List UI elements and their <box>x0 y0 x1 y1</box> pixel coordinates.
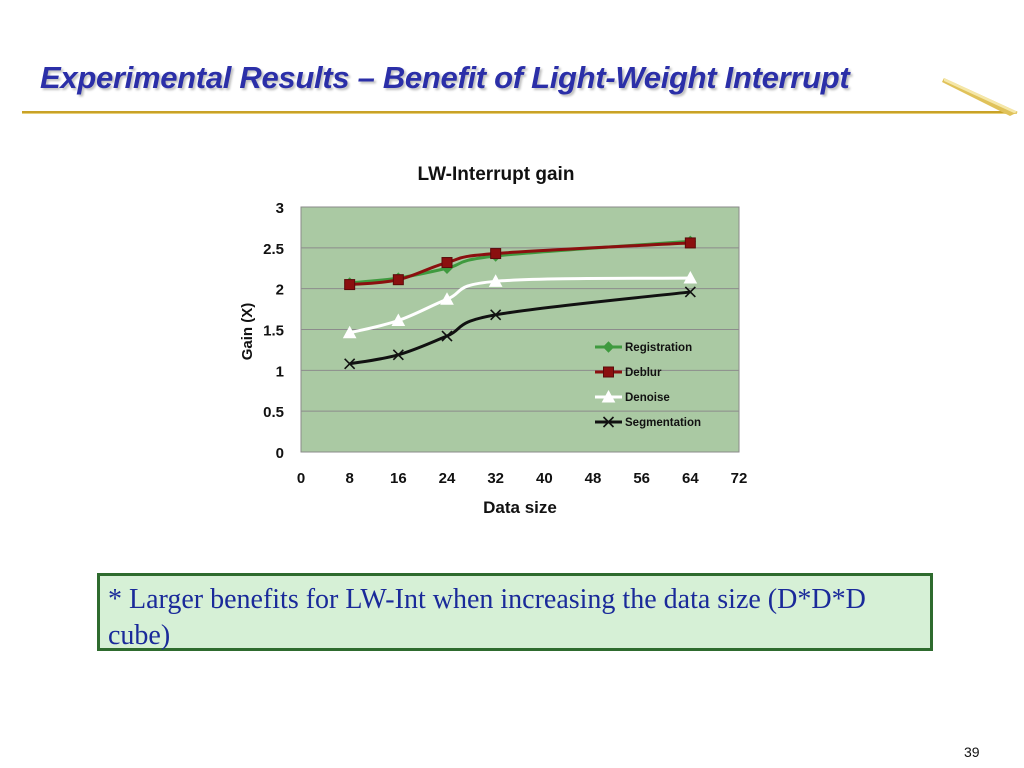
data-point-segmentation <box>441 330 453 342</box>
x-tick-label: 40 <box>536 470 553 487</box>
data-point-denoise <box>683 271 698 284</box>
legend-label-deblur: Deblur <box>625 367 662 379</box>
legend-marker-segmentation <box>602 416 615 428</box>
legend-label-registration: Registration <box>625 342 692 354</box>
page-number: 39 <box>964 744 980 760</box>
y-tick-label: 1 <box>276 363 284 380</box>
corner-arrow-decoration <box>942 78 1018 116</box>
x-tick-label: 48 <box>585 470 602 487</box>
legend-label-denoise: Denoise <box>625 392 670 404</box>
line-chart: 0 0.5 1 1.5 2 2.5 3 0 8 16 24 32 40 48 56 64 72 LW-Interr… <box>239 164 748 517</box>
data-point-segmentation <box>490 309 502 321</box>
data-point-deblur <box>684 237 696 249</box>
data-point-denoise <box>391 313 406 327</box>
data-point-deblur <box>392 274 404 286</box>
legend-marker-deblur <box>603 366 614 378</box>
x-tick-label: 72 <box>731 470 748 487</box>
series-line-deblur <box>349 241 691 287</box>
slide-title: Experimental Results – Benefit of Light-… <box>40 60 850 95</box>
legend-label-segmentation: Segmentation <box>625 417 701 429</box>
legend-marker-denoise <box>601 389 616 403</box>
data-point-denoise <box>342 325 357 339</box>
y-tick-label: 0.5 <box>263 404 284 421</box>
y-tick-label: 0 <box>276 445 284 462</box>
x-axis-label: Data size <box>483 498 557 517</box>
y-tick-label: 3 <box>276 200 284 217</box>
series-line-denoise <box>349 276 691 335</box>
x-tick-label: 56 <box>633 470 650 487</box>
y-tick-label: 2 <box>276 282 284 299</box>
note-box: * Larger benefits for LW-Int when increa… <box>97 573 933 651</box>
y-tick-label: 1.5 <box>263 323 284 340</box>
series-line-segmentation <box>349 290 691 366</box>
legend-marker-registration <box>602 341 615 353</box>
x-tick-label: 24 <box>439 470 456 487</box>
x-tick-label: 16 <box>390 470 407 487</box>
data-point-segmentation <box>344 358 356 370</box>
x-tick-label: 32 <box>487 470 504 487</box>
data-point-denoise <box>488 274 503 287</box>
data-point-denoise <box>440 292 454 305</box>
data-point-segmentation <box>392 349 404 361</box>
title-underline <box>22 111 1017 114</box>
x-tick-label: 64 <box>682 470 699 487</box>
data-point-deblur <box>441 257 453 269</box>
x-tick-label: 0 <box>297 470 305 487</box>
data-point-deblur <box>490 248 502 260</box>
y-tick-label: 2.5 <box>263 241 284 258</box>
data-point-deblur <box>344 279 356 291</box>
note-text: * Larger benefits for LW-Int when increa… <box>108 584 866 651</box>
x-tick-label: 8 <box>345 470 353 487</box>
data-point-segmentation <box>684 286 696 298</box>
chart-title: LW-Interrupt gain <box>418 164 575 185</box>
y-axis-label: Gain (X) <box>239 303 256 361</box>
